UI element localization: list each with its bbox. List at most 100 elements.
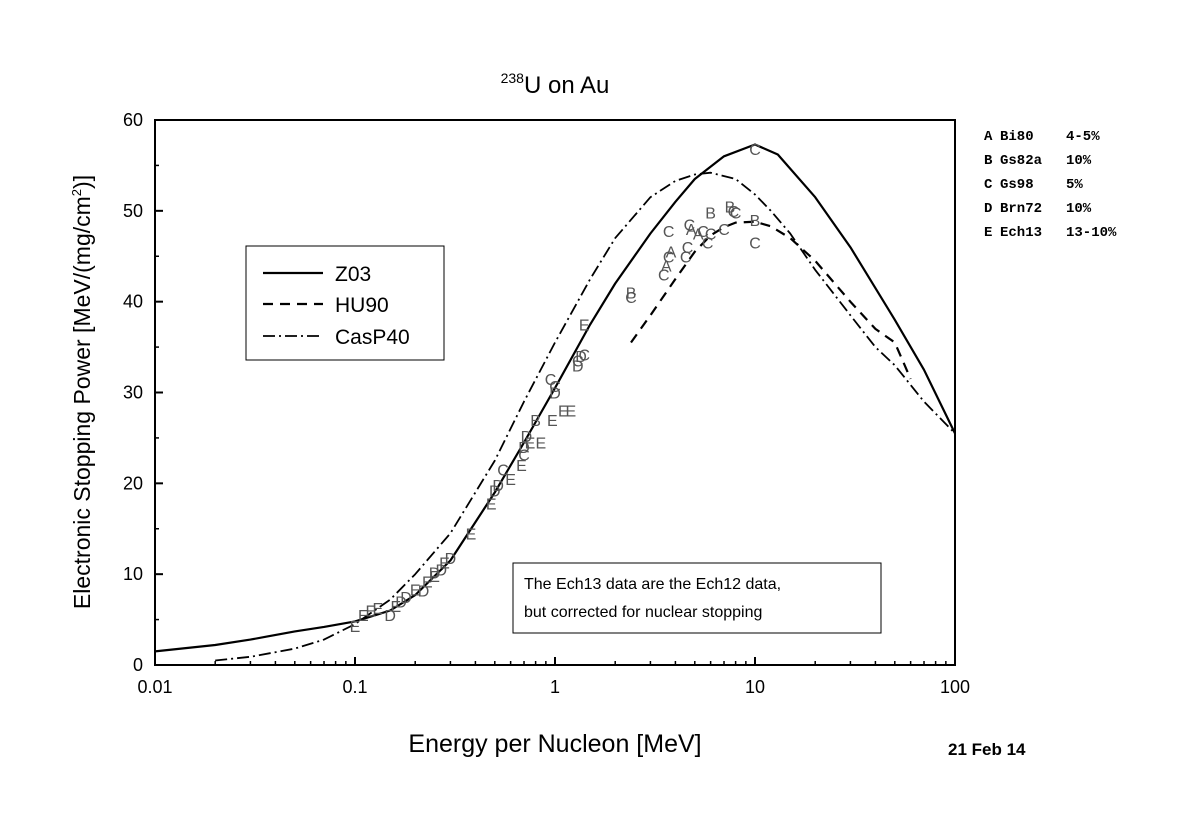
chart-title: 238U on Au [501, 70, 610, 99]
data-point-c: C [749, 142, 761, 159]
annotation-box [512, 562, 882, 634]
dataset-error: 5% [1066, 177, 1083, 193]
data-point-e: E [422, 574, 433, 591]
data-point-e: E [466, 526, 477, 543]
x-tick-label: 10 [745, 677, 765, 697]
y-axis-label-superscript: 2 [69, 189, 84, 196]
data-point-c: C [578, 347, 590, 364]
date-stamp: 21 Feb 14 [948, 740, 1026, 759]
curve-legend-box [245, 245, 445, 361]
data-point-d: D [418, 584, 430, 601]
data-point-c: C [684, 217, 696, 234]
data-point-d: D [384, 608, 396, 625]
data-point-e: E [525, 435, 536, 452]
dataset-letter: D [984, 201, 992, 217]
x-tick-label: 1 [550, 677, 560, 697]
data-point-c: C [497, 463, 509, 480]
data-point-e: E [566, 404, 577, 421]
y-tick-label: 60 [123, 110, 143, 130]
data-point-c: C [663, 249, 675, 266]
data-point-c: C [728, 204, 740, 221]
data-point-d: D [518, 440, 530, 457]
chart-title-main: U on Au [524, 72, 609, 99]
data-point-c: C [682, 240, 694, 257]
data-point-d: D [400, 590, 412, 607]
data-point-c: C [718, 222, 730, 239]
y-tick-label: 10 [123, 564, 143, 584]
dataset-error: 4-5% [1066, 129, 1100, 145]
data-point-d: D [492, 478, 504, 495]
data-point-c: C [625, 290, 637, 307]
data-point-e: E [579, 317, 590, 334]
annotation-note: The Ech13 data are the Ech12 data, but c… [512, 562, 882, 634]
data-point-c: C [545, 372, 557, 389]
data-point-e: E [547, 413, 558, 430]
data-point-c: C [730, 206, 742, 223]
data-point-e: E [536, 435, 547, 452]
series-hu90-line [630, 220, 912, 380]
data-point-d: D [575, 349, 587, 366]
data-point-c: C [549, 379, 561, 396]
legend-label-z03: Z03 [335, 263, 371, 286]
y-tick-label: 0 [133, 655, 143, 675]
data-point-c: C [680, 249, 692, 266]
data-point-d: D [445, 551, 457, 568]
data-point-e: E [372, 601, 383, 618]
series-z03-line [154, 143, 956, 653]
dataset-letter: E [984, 225, 992, 241]
data-point-b: B [705, 206, 716, 223]
dataset-error: 13-10% [1066, 225, 1117, 241]
y-tick-label: 30 [123, 383, 143, 403]
dataset-error: 10% [1066, 153, 1092, 169]
data-point-e: E [350, 619, 361, 636]
dataset-ref: Gs82a [1000, 153, 1043, 169]
dataset-ref: Brn72 [1000, 201, 1042, 217]
data-point-a: A [661, 258, 672, 275]
dataset-letter: A [984, 129, 993, 145]
x-tick-label: 0.1 [342, 677, 367, 697]
x-axis-label: Energy per Nucleon [MeV] [408, 730, 701, 758]
dataset-ref: Ech13 [1000, 225, 1042, 241]
data-point-d: D [429, 565, 441, 582]
data-point-c: C [749, 236, 761, 253]
data-point-d: D [489, 484, 501, 501]
x-tick-label: 100 [940, 677, 970, 697]
data-point-d: D [549, 386, 561, 403]
curve-legend: Z03 HU90 CasP40 [245, 245, 445, 361]
data-point-e: E [486, 496, 497, 513]
data-point-c: C [518, 447, 530, 464]
data-point-e: E [558, 404, 569, 421]
x-tick-label: 0.01 [137, 677, 172, 697]
data-point-d: D [521, 429, 533, 446]
data-point-a: A [666, 245, 677, 262]
data-point-d: D [572, 358, 584, 375]
dataset-key-row: B Gs82a 10% [984, 153, 1092, 169]
y-tick-label: 20 [123, 473, 143, 493]
data-point-e: E [366, 604, 377, 621]
axis-ticks: 0.01 0.1 1 10 100 0 10 20 30 40 50 60 [123, 110, 970, 697]
data-point-b: B [750, 213, 761, 230]
dataset-letter: C [984, 177, 993, 193]
data-point-e: E [358, 608, 369, 625]
data-point-b: B [725, 199, 736, 216]
data-point-c: C [702, 236, 714, 253]
legend-label-casp40: CasP40 [335, 326, 410, 349]
y-tick-label: 40 [123, 292, 143, 312]
data-point-e: E [439, 555, 450, 572]
annotation-line-2: but corrected for nuclear stopping [524, 604, 762, 621]
legend-label-hu90: HU90 [335, 294, 389, 317]
data-point-e: E [505, 472, 516, 489]
dataset-key-row: E Ech13 13-10% [984, 225, 1117, 241]
model-curves [154, 143, 956, 662]
data-point-c: C [658, 267, 670, 284]
data-point-a: A [693, 227, 704, 244]
annotation-line-1: The Ech13 data are the Ech12 data, [524, 576, 781, 593]
data-point-e: E [410, 583, 421, 600]
y-axis-label-end: )] [69, 175, 95, 189]
dataset-ref: Gs98 [1000, 177, 1034, 193]
dataset-letter: B [984, 153, 993, 169]
data-point-b: B [626, 286, 637, 303]
